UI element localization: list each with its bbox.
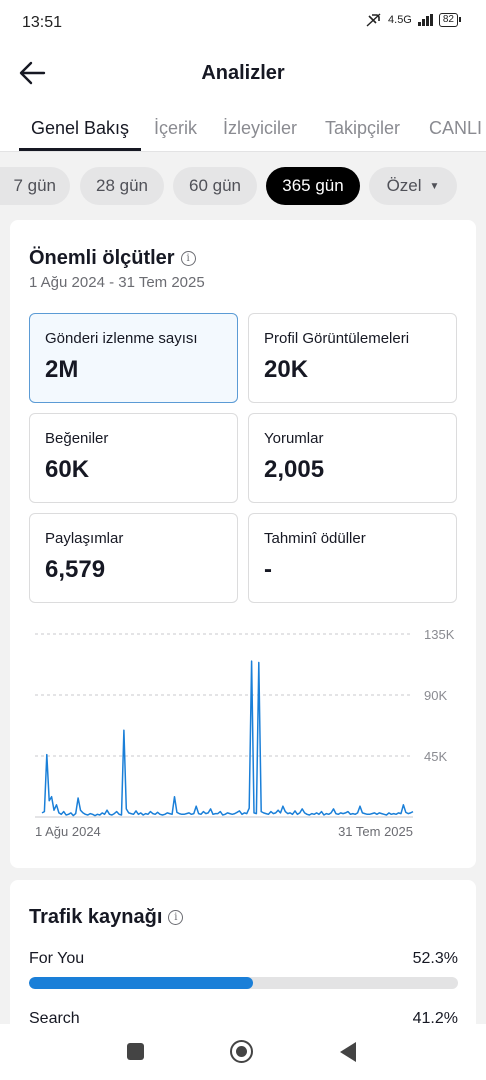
range-60-days-label: 60 gün [189,176,241,195]
key-metrics-title: Önemli ölçütler [29,247,175,269]
battery-icon: 82 [438,13,462,27]
range-custom[interactable]: Özel ▼ [369,167,457,205]
key-metrics-card: Önemli ölçütler i 1 Ağu 2024 - 31 Tem 20… [10,220,476,868]
range-60-days[interactable]: 60 gün [173,167,257,205]
caret-down-icon: ▼ [429,180,440,192]
metric-value: 2M [45,356,79,383]
info-icon[interactable]: i [180,251,196,266]
back-arrow-icon[interactable] [16,58,50,88]
metric-label: Tahminî ödüller [264,530,366,547]
tab-live[interactable]: CANLI [429,118,483,138]
metric-value: 20K [264,356,309,383]
page-title: Analizler [201,62,285,84]
metric-post-views[interactable]: Gönderi izlenme sayısı 2M [29,313,238,403]
active-tab-indicator [19,148,141,151]
tab-followers[interactable]: Takipçiler [325,118,401,138]
status-bar: 13:51 4.5G 82 [0,0,486,46]
series-line [41,660,414,817]
back-triangle-icon[interactable] [340,1042,356,1062]
system-nav-bar [0,1024,486,1080]
x-tick-label: 1 Ağu 2024 [35,824,101,839]
range-28-days[interactable]: 28 gün [80,167,164,205]
home-icon[interactable] [230,1040,253,1063]
metric-label: Beğeniler [45,430,109,447]
views-line-chart: 135K 90K 45K 1 Ağu 2024 31 Tem 2025 [35,627,455,839]
metric-value: 2,005 [264,456,325,483]
network-type: 4.5G [388,14,412,26]
tab-overview[interactable]: Genel Bakış [31,118,130,138]
traffic-source-name: Search [29,1010,80,1027]
mute-vibrate-icon [366,13,381,27]
y-tick-label: 45K [424,749,447,764]
metric-label: Yorumlar [264,430,324,447]
metric-label: Profil Görüntülemeleri [264,330,410,347]
info-icon[interactable]: i [168,910,184,925]
traffic-source-percent: 41.2% [412,1010,458,1027]
recent-apps-icon[interactable] [127,1043,144,1060]
metric-estimated-rewards[interactable]: Tahminî ödüller - [248,513,457,603]
traffic-source-percent: 52.3% [412,950,458,967]
key-metrics-heading: Önemli ölçütler i [29,247,196,270]
date-range-text: 1 Ağu 2024 - 31 Tem 2025 [29,274,205,291]
analytics-tabs: Genel Bakış İçerik İzleyiciler Takipçile… [0,102,486,152]
traffic-source-name: For You [29,950,85,967]
y-tick-label: 135K [424,627,455,642]
x-tick-label: 31 Tem 2025 [338,824,413,839]
metric-likes[interactable]: Beğeniler 60K [29,413,238,503]
range-28-days-label: 28 gün [96,176,148,195]
tab-content[interactable]: İçerik [154,118,198,138]
status-time: 13:51 [22,14,63,31]
traffic-bar-fill [29,977,254,989]
range-7-days-label: 7 gün [13,176,56,195]
tab-viewers[interactable]: İzleyiciler [223,118,298,138]
metric-value: 6,579 [45,556,106,583]
traffic-source-card: Trafik kaynağı i For You 52.3% Search 41… [10,880,476,1040]
traffic-title: Trafik kaynağı [29,906,163,928]
y-tick-label: 90K [424,688,447,703]
metric-value: - [264,556,272,583]
range-365-days-label: 365 gün [282,176,344,195]
range-365-days[interactable]: 365 gün [266,167,360,205]
metric-comments[interactable]: Yorumlar 2,005 [248,413,457,503]
metric-value: 60K [45,456,90,483]
metric-label: Gönderi izlenme sayısı [45,330,198,347]
metric-label: Paylaşımlar [45,530,124,547]
date-range-selector: 7 gün 28 gün 60 gün 365 gün Özel ▼ [0,152,486,218]
signal-icon [417,14,433,26]
range-custom-label: Özel [386,176,422,195]
traffic-heading: Trafik kaynağı i [29,906,184,929]
range-7-days[interactable]: 7 gün [0,167,70,205]
app-header: Analizler [0,46,486,102]
metric-profile-views[interactable]: Profil Görüntülemeleri 20K [248,313,457,403]
traffic-bar-for-you [29,977,458,989]
status-icons: 4.5G 82 [366,13,462,27]
metric-shares[interactable]: Paylaşımlar 6,579 [29,513,238,603]
